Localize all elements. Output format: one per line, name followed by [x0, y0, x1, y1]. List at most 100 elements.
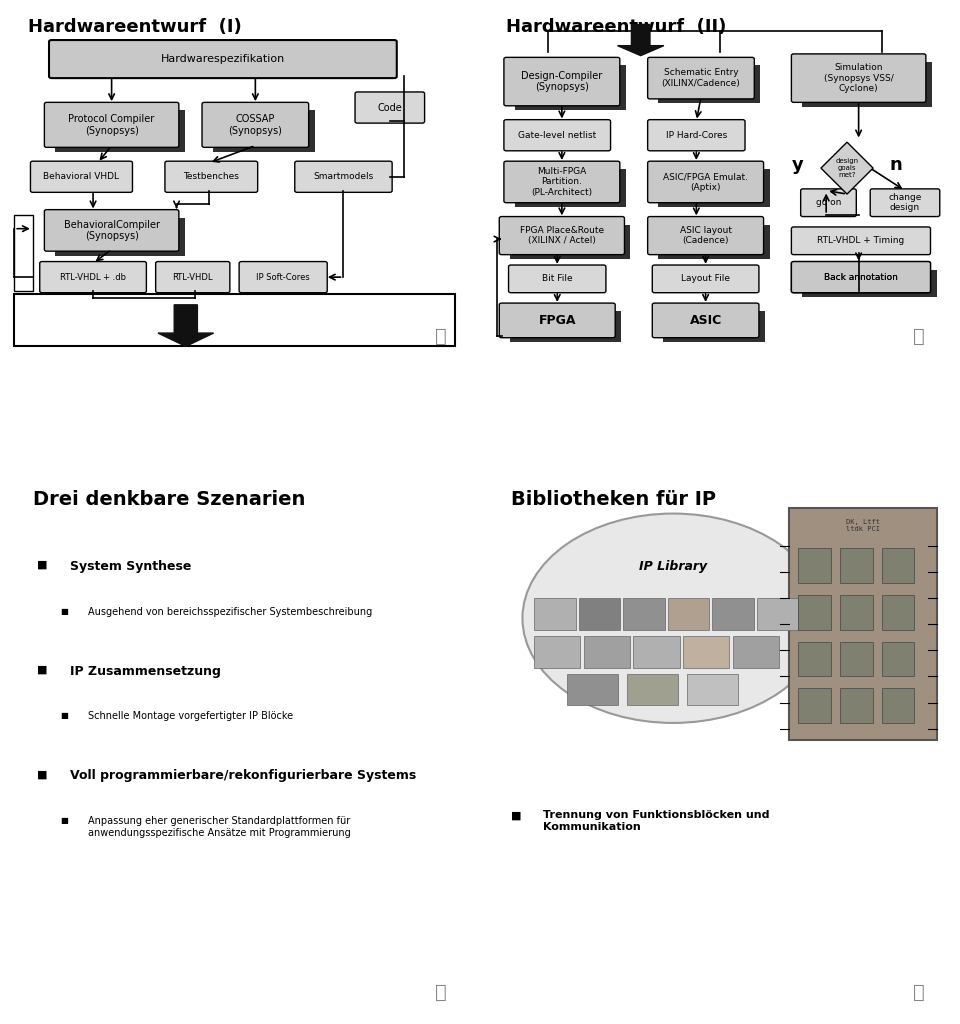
FancyBboxPatch shape	[802, 61, 932, 106]
FancyBboxPatch shape	[652, 303, 759, 338]
FancyBboxPatch shape	[802, 269, 937, 297]
Text: Smartmodels: Smartmodels	[313, 172, 373, 181]
Bar	[667, 598, 709, 630]
Ellipse shape	[522, 514, 824, 723]
FancyBboxPatch shape	[202, 102, 309, 147]
Text: Anpassung eher generischer Standardplattformen für
anwendungsspezifische Ansätze: Anpassung eher generischer Standardplatt…	[88, 816, 351, 838]
Text: Code: Code	[377, 102, 402, 113]
Text: Gate-level netlist: Gate-level netlist	[518, 131, 596, 139]
Text: n: n	[890, 156, 902, 174]
Text: FPGA Place&Route
(XILINX / Actel): FPGA Place&Route (XILINX / Actel)	[519, 226, 604, 246]
FancyBboxPatch shape	[515, 169, 626, 207]
FancyBboxPatch shape	[801, 188, 856, 216]
Text: COSSAP
(Synopsys): COSSAP (Synopsys)	[228, 114, 282, 135]
Text: Schematic Entry
(XILINX/Cadence): Schematic Entry (XILINX/Cadence)	[661, 69, 740, 88]
FancyBboxPatch shape	[55, 218, 185, 256]
FancyBboxPatch shape	[504, 161, 620, 203]
FancyBboxPatch shape	[44, 102, 179, 147]
FancyBboxPatch shape	[648, 57, 755, 99]
FancyBboxPatch shape	[648, 161, 763, 203]
FancyBboxPatch shape	[499, 303, 615, 338]
FancyBboxPatch shape	[213, 111, 315, 152]
FancyBboxPatch shape	[239, 261, 327, 293]
Text: IP Library: IP Library	[639, 560, 708, 573]
FancyBboxPatch shape	[510, 224, 631, 259]
FancyBboxPatch shape	[648, 120, 745, 151]
FancyBboxPatch shape	[802, 269, 937, 297]
Text: ASIC: ASIC	[689, 314, 722, 327]
Text: Layout File: Layout File	[681, 274, 731, 284]
Bar	[799, 549, 830, 584]
Bar	[623, 598, 665, 630]
FancyBboxPatch shape	[659, 66, 760, 103]
FancyBboxPatch shape	[791, 261, 930, 293]
FancyBboxPatch shape	[44, 210, 179, 251]
Text: Protocol Compiler
(Synopsys): Protocol Compiler (Synopsys)	[68, 114, 155, 135]
Text: ⎘: ⎘	[913, 983, 924, 1002]
Bar	[799, 641, 830, 677]
Bar	[882, 549, 914, 584]
Bar	[799, 688, 830, 723]
Bar	[534, 598, 576, 630]
Bar	[634, 636, 680, 668]
Text: Multi-FPGA
Partition.
(PL-Architect): Multi-FPGA Partition. (PL-Architect)	[531, 167, 592, 197]
Bar	[840, 595, 873, 630]
Text: IP Zusammensetzung: IP Zusammensetzung	[70, 665, 221, 678]
Bar	[732, 636, 779, 668]
Bar	[579, 598, 620, 630]
Bar	[882, 688, 914, 723]
Text: ■: ■	[37, 560, 48, 570]
FancyArrow shape	[617, 25, 664, 55]
Text: DK, Ltft
ltdk PCI: DK, Ltft ltdk PCI	[847, 519, 880, 532]
Bar	[14, 295, 455, 346]
Text: RTL-VHDL + .db: RTL-VHDL + .db	[60, 272, 126, 282]
Text: IP Hard-Cores: IP Hard-Cores	[665, 131, 727, 139]
Text: change
design: change design	[888, 193, 922, 212]
Text: RTL-VHDL: RTL-VHDL	[173, 272, 213, 282]
FancyBboxPatch shape	[791, 261, 930, 293]
FancyBboxPatch shape	[49, 40, 396, 78]
Text: Hardwareentwurf  (I): Hardwareentwurf (I)	[28, 17, 242, 36]
Text: Hardwareentwurf  (II): Hardwareentwurf (II)	[506, 17, 727, 36]
Bar	[840, 688, 873, 723]
Bar	[789, 508, 938, 740]
FancyBboxPatch shape	[659, 169, 770, 207]
Text: ⎘: ⎘	[435, 983, 446, 1002]
Text: ■: ■	[37, 665, 48, 675]
Text: ASIC/FPGA Emulat.
(Aptix): ASIC/FPGA Emulat. (Aptix)	[663, 172, 748, 191]
Text: ■: ■	[60, 712, 68, 720]
FancyBboxPatch shape	[165, 161, 257, 193]
Text: Ausgehend von bereichsspezifischer Systembeschreibung: Ausgehend von bereichsspezifischer Syste…	[88, 606, 372, 616]
Bar	[712, 598, 754, 630]
Bar	[566, 674, 617, 706]
Bar	[687, 674, 738, 706]
Text: BehavioralCompiler
(Synopsys): BehavioralCompiler (Synopsys)	[63, 219, 159, 242]
Text: Testbenches: Testbenches	[183, 172, 239, 181]
Bar	[627, 674, 678, 706]
Bar	[882, 595, 914, 630]
FancyBboxPatch shape	[295, 161, 392, 193]
Bar	[534, 636, 581, 668]
Polygon shape	[821, 142, 873, 195]
Text: ■: ■	[60, 606, 68, 615]
Text: ■: ■	[60, 816, 68, 825]
FancyBboxPatch shape	[791, 227, 930, 255]
Text: Voll programmierbare/rekonfigurierbare Systems: Voll programmierbare/rekonfigurierbare S…	[70, 769, 416, 782]
Bar	[584, 636, 630, 668]
Bar	[840, 549, 873, 584]
Text: Trennung von Funktionsblöcken und
Kommunikation: Trennung von Funktionsblöcken und Kommun…	[543, 810, 770, 831]
FancyBboxPatch shape	[504, 120, 611, 151]
Text: Drei denkbare Szenarien: Drei denkbare Szenarien	[33, 490, 305, 509]
Text: go on: go on	[816, 199, 841, 207]
Text: Back annotation: Back annotation	[824, 272, 898, 282]
Text: Bibliotheken für IP: Bibliotheken für IP	[511, 490, 716, 509]
FancyBboxPatch shape	[355, 92, 424, 123]
Text: FPGA: FPGA	[539, 314, 576, 327]
Text: ⎘: ⎘	[913, 328, 924, 346]
Bar	[840, 641, 873, 677]
Text: Back annotation: Back annotation	[824, 272, 898, 282]
Text: ⎘: ⎘	[435, 328, 446, 346]
FancyBboxPatch shape	[870, 188, 940, 216]
Text: IP Soft-Cores: IP Soft-Cores	[256, 272, 310, 282]
Text: Bit File: Bit File	[541, 274, 572, 284]
